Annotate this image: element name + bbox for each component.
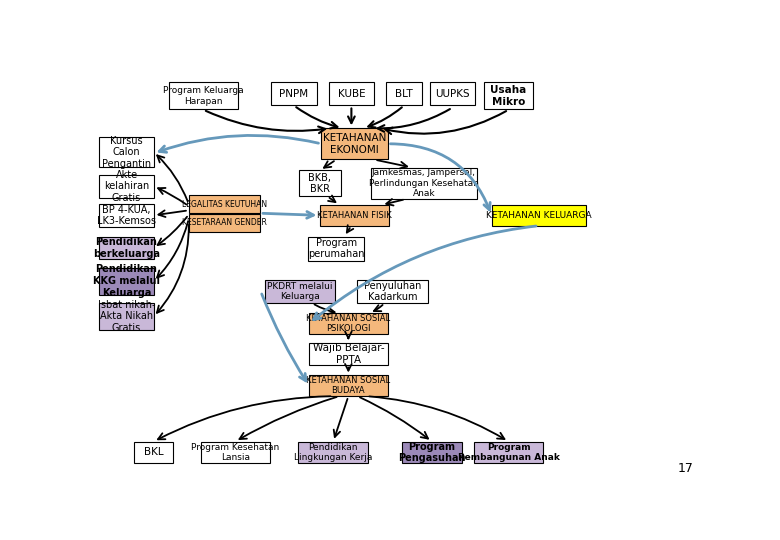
FancyBboxPatch shape (189, 195, 260, 213)
Text: KETAHANAN
EKONOMI: KETAHANAN EKONOMI (323, 133, 386, 154)
FancyBboxPatch shape (402, 442, 462, 463)
FancyBboxPatch shape (321, 128, 388, 159)
Text: KETAHANAN SOSIAL
BUDAYA: KETAHANAN SOSIAL BUDAYA (307, 376, 391, 395)
Text: BKB,
BKR: BKB, BKR (308, 172, 332, 194)
FancyBboxPatch shape (99, 175, 154, 198)
Text: UUPKS: UUPKS (435, 89, 470, 99)
FancyBboxPatch shape (200, 442, 270, 463)
FancyBboxPatch shape (271, 83, 317, 105)
Text: PNPM: PNPM (279, 89, 309, 99)
FancyBboxPatch shape (371, 168, 477, 199)
FancyBboxPatch shape (308, 237, 364, 261)
Text: Pendidikan
berkeluarga: Pendidikan berkeluarga (93, 237, 160, 259)
FancyBboxPatch shape (99, 137, 154, 167)
FancyBboxPatch shape (189, 214, 260, 232)
Text: Penyuluhan
Kadarkum: Penyuluhan Kadarkum (363, 281, 421, 302)
FancyBboxPatch shape (300, 171, 341, 196)
Text: PKDRT melalui
Keluarga: PKDRT melalui Keluarga (268, 282, 333, 301)
FancyBboxPatch shape (492, 205, 586, 226)
FancyBboxPatch shape (328, 83, 374, 105)
FancyBboxPatch shape (99, 303, 154, 330)
FancyBboxPatch shape (99, 237, 154, 259)
FancyBboxPatch shape (299, 442, 368, 463)
FancyBboxPatch shape (309, 343, 388, 364)
FancyBboxPatch shape (168, 83, 238, 110)
Text: LEGALITAS KEUTUHAN: LEGALITAS KEUTUHAN (182, 200, 267, 208)
Text: Pendidikan
Lingkungan Kerja: Pendidikan Lingkungan Kerja (294, 443, 372, 462)
Text: Program
Pembangunan Anak: Program Pembangunan Anak (458, 443, 559, 462)
Text: 17: 17 (678, 462, 693, 475)
Text: Jamkesmas, Jampersal,
Perlindungan Kesehatan
Anak: Jamkesmas, Jampersal, Perlindungan Keseh… (369, 168, 479, 198)
FancyBboxPatch shape (484, 83, 533, 110)
Text: KETAHANAN FISIK: KETAHANAN FISIK (317, 211, 392, 220)
Text: Program Keluarga
Harapan: Program Keluarga Harapan (163, 86, 243, 106)
Text: Program
perumahan: Program perumahan (308, 238, 364, 259)
Text: Pendidikan
KKG melalui
Keluarga: Pendidikan KKG melalui Keluarga (93, 265, 160, 298)
Text: Wajib Belajar-
PPTA: Wajib Belajar- PPTA (313, 343, 385, 364)
Text: Kursus
Calon
Pengantin: Kursus Calon Pengantin (102, 136, 151, 168)
FancyBboxPatch shape (265, 280, 335, 303)
FancyBboxPatch shape (99, 204, 154, 227)
Text: Program
Pengasuhan: Program Pengasuhan (398, 442, 466, 463)
FancyBboxPatch shape (309, 375, 388, 396)
FancyBboxPatch shape (386, 83, 422, 105)
Text: KUBE: KUBE (338, 89, 365, 99)
Text: Usaha
Mikro: Usaha Mikro (491, 85, 526, 107)
Text: Program Kesehatan
Lansia: Program Kesehatan Lansia (191, 443, 279, 462)
FancyBboxPatch shape (99, 267, 154, 294)
FancyBboxPatch shape (320, 205, 389, 226)
Text: BLT: BLT (395, 89, 413, 99)
Text: KESETARAAN GENDER: KESETARAAN GENDER (182, 218, 267, 227)
Text: BP 4-KUA,
LK3-Kemsos: BP 4-KUA, LK3-Kemsos (97, 205, 156, 226)
FancyBboxPatch shape (134, 442, 173, 463)
FancyBboxPatch shape (430, 83, 475, 105)
Text: Akte
kelahiran
Gratis: Akte kelahiran Gratis (104, 170, 149, 203)
Text: KETAHANAN SOSIAL
PSIKOLOGI: KETAHANAN SOSIAL PSIKOLOGI (307, 314, 391, 333)
Text: KETAHANAN KELUARGA: KETAHANAN KELUARGA (486, 211, 591, 220)
Text: Isbat nikah-
Akta Nikah
Gratis: Isbat nikah- Akta Nikah Gratis (98, 300, 155, 333)
FancyBboxPatch shape (356, 280, 428, 303)
FancyBboxPatch shape (473, 442, 544, 463)
FancyBboxPatch shape (309, 313, 388, 334)
Text: BKL: BKL (144, 447, 164, 457)
